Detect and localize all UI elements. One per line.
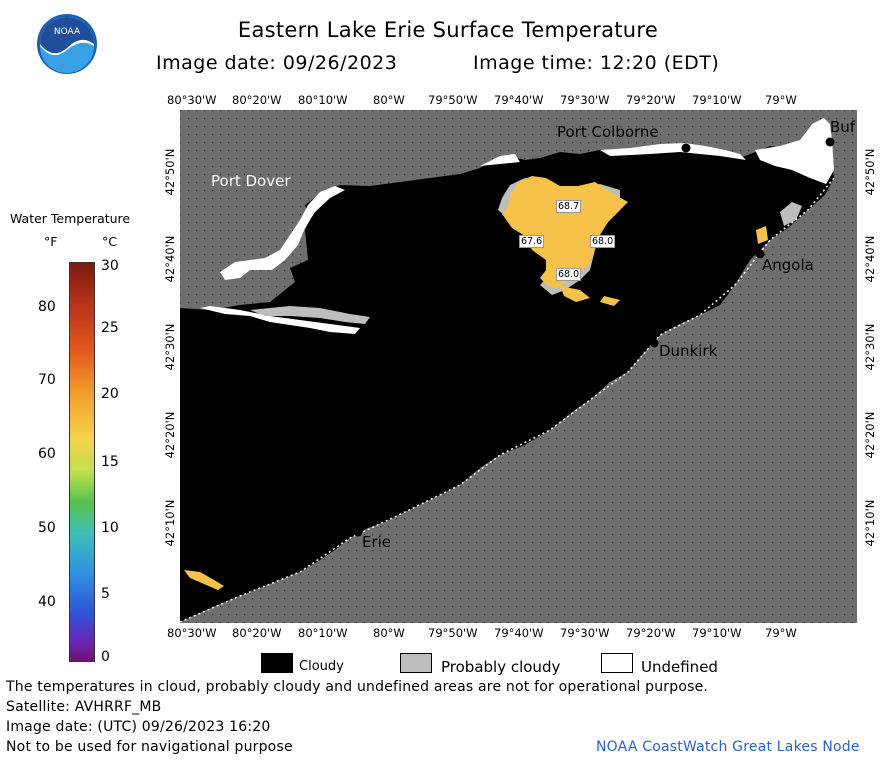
lat-label-left: 42°10'N xyxy=(163,499,177,547)
lon-label-top: 79°50'W xyxy=(428,93,478,107)
label-port-dover: Port Dover xyxy=(211,172,291,190)
port-colborne-marker xyxy=(681,143,691,153)
lon-label-bottom: 80°W xyxy=(373,626,405,640)
warm-water-patch xyxy=(502,176,628,288)
page-title: Eastern Lake Erie Surface Temperature xyxy=(237,18,659,42)
satellite-text: Satellite: AVHRRF_MB xyxy=(6,699,162,715)
dunkirk-marker xyxy=(649,338,659,348)
f-tick-50: 50 xyxy=(38,520,56,536)
buffalo-marker xyxy=(825,137,835,147)
warm-water-sw xyxy=(184,570,224,590)
undefined-shore-buffalo xyxy=(755,118,834,184)
lon-label-bottom: 79°W xyxy=(765,626,797,640)
label-buffalo: Buf xyxy=(830,118,856,136)
temp-reading: 68.0 xyxy=(556,268,582,281)
probably-cloudy-long-point xyxy=(250,306,370,324)
key-swatch-cloudy xyxy=(261,653,293,673)
lon-label-top: 79°W xyxy=(765,93,797,107)
legend-unit-f: °F xyxy=(44,234,58,249)
probably-cloudy-angola xyxy=(780,202,802,226)
key-label-cloudy: Cloudy xyxy=(299,659,344,674)
lon-label-bottom: 80°20'W xyxy=(232,626,282,640)
noaa-logo: NOAA xyxy=(37,14,97,74)
angola-marker xyxy=(755,249,765,259)
key-swatch-probably-cloudy xyxy=(400,653,432,673)
lon-label-bottom: 80°30'W xyxy=(167,626,217,640)
lat-label-right: 42°50'N xyxy=(863,148,877,196)
lat-label-left: 42°50'N xyxy=(163,148,177,196)
utc-date-text: Image date: (UTC) 09/26/2023 16:20 xyxy=(6,719,271,735)
lon-label-bottom: 79°30'W xyxy=(560,626,610,640)
lon-label-bottom: 80°10'W xyxy=(298,626,348,640)
temperature-colorbar xyxy=(69,262,95,662)
f-tick-40: 40 xyxy=(38,594,56,610)
lat-label-right: 42°40'N xyxy=(863,235,877,283)
image-date: Image date: 09/26/2023 xyxy=(156,52,398,74)
logo-text: NOAA xyxy=(54,27,81,37)
lon-label-top: 79°30'W xyxy=(560,93,610,107)
lon-label-bottom: 79°50'W xyxy=(428,626,478,640)
key-swatch-undefined xyxy=(601,653,633,673)
c-tick-15: 15 xyxy=(101,454,119,470)
lake-erie-map xyxy=(180,110,857,623)
f-tick-70: 70 xyxy=(38,372,56,388)
lat-label-right: 42°10'N xyxy=(863,499,877,547)
c-tick-0: 0 xyxy=(101,649,110,665)
label-angola: Angola xyxy=(762,256,814,274)
legend-unit-c: °C xyxy=(102,234,117,249)
lat-label-left: 42°40'N xyxy=(163,235,177,283)
temp-reading: 68.7 xyxy=(556,200,582,213)
lat-label-left: 42°30'N xyxy=(163,323,177,371)
f-tick-60: 60 xyxy=(38,446,56,462)
lon-label-top: 80°20'W xyxy=(232,93,282,107)
lat-label-right: 42°30'N xyxy=(863,323,877,371)
lon-label-bottom: 79°10'W xyxy=(692,626,742,640)
temp-reading: 68.0 xyxy=(590,235,616,248)
label-dunkirk: Dunkirk xyxy=(659,342,718,360)
lon-label-top: 79°40'W xyxy=(494,93,544,107)
undefined-long-point xyxy=(200,306,360,334)
f-tick-80: 80 xyxy=(38,299,56,315)
lat-label-right: 42°20'N xyxy=(863,411,877,459)
c-tick-30: 30 xyxy=(101,258,119,274)
warm-water-angola xyxy=(756,226,768,244)
lon-label-top: 79°10'W xyxy=(692,93,742,107)
lon-label-top: 80°10'W xyxy=(298,93,348,107)
c-tick-20: 20 xyxy=(101,386,119,402)
lon-label-bottom: 79°20'W xyxy=(626,626,676,640)
lat-label-left: 42°20'N xyxy=(163,411,177,459)
south-shoreline xyxy=(180,177,835,623)
lon-label-top: 79°20'W xyxy=(626,93,676,107)
erie-marker xyxy=(353,527,363,537)
undefined-shore-port-colborne xyxy=(480,143,746,166)
lake-cloud-area xyxy=(180,120,834,622)
c-tick-25: 25 xyxy=(101,320,119,336)
c-tick-5: 5 xyxy=(101,586,110,602)
key-label-undefined: Undefined xyxy=(641,658,718,676)
lon-label-top: 80°30'W xyxy=(167,93,217,107)
label-erie: Erie xyxy=(362,533,392,551)
undefined-shore-north xyxy=(220,186,345,280)
coastwatch-node-text: NOAA CoastWatch Great Lakes Node xyxy=(596,739,860,755)
lon-label-top: 80°W xyxy=(373,93,405,107)
image-time: Image time: 12:20 (EDT) xyxy=(473,52,720,74)
c-tick-10: 10 xyxy=(101,520,119,536)
disclaimer-text: The temperatures in cloud, probably clou… xyxy=(6,679,709,695)
label-port-colborne: Port Colborne xyxy=(557,123,659,141)
legend-title: Water Temperature xyxy=(10,211,131,226)
lon-label-bottom: 79°40'W xyxy=(494,626,544,640)
key-label-probably-cloudy: Probably cloudy xyxy=(441,658,561,676)
nav-warning-text: Not to be used for navigational purpose xyxy=(6,739,293,755)
temp-reading: 67.6 xyxy=(519,235,545,248)
warm-water-south-1 xyxy=(560,286,620,306)
